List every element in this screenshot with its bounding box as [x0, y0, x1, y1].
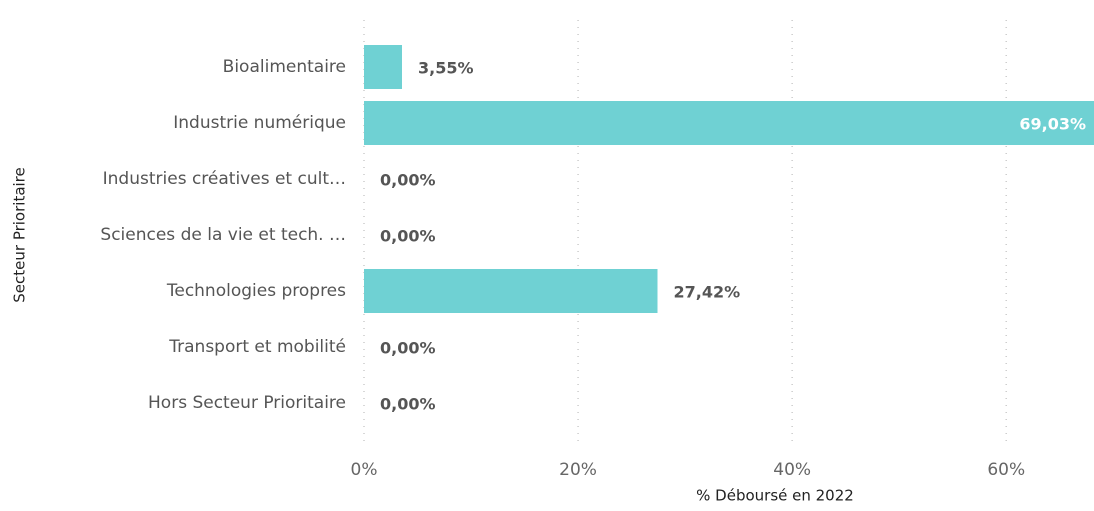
x-tick-label: 20%: [559, 460, 597, 480]
value-label: 0,00%: [380, 339, 436, 358]
y-tick-label: Industrie numérique: [173, 113, 346, 133]
y-tick-label: Sciences de la vie et tech. …: [100, 225, 346, 245]
y-tick-label: Technologies propres: [166, 281, 346, 301]
y-tick-label: Bioalimentaire: [223, 57, 346, 77]
value-label: 69,03%: [1019, 115, 1086, 134]
x-tick-label: 0%: [351, 460, 378, 480]
value-label: 0,00%: [380, 227, 436, 246]
value-label: 0,00%: [380, 171, 436, 190]
x-tick-label: 40%: [773, 460, 811, 480]
value-label: 3,55%: [418, 59, 474, 78]
y-tick-label: Transport et mobilité: [168, 337, 346, 357]
y-axis-title: Secteur Prioritaire: [11, 167, 29, 302]
bar: [364, 269, 658, 313]
y-tick-label: Hors Secteur Prioritaire: [148, 393, 346, 413]
bar: [364, 45, 402, 89]
bar: [364, 101, 1094, 145]
x-axis-title: % Déboursé en 2022: [696, 487, 854, 505]
value-label: 27,42%: [673, 283, 740, 302]
x-tick-label: 60%: [987, 460, 1025, 480]
value-label: 0,00%: [380, 395, 436, 414]
y-tick-label: Industries créatives et cult…: [103, 169, 346, 189]
